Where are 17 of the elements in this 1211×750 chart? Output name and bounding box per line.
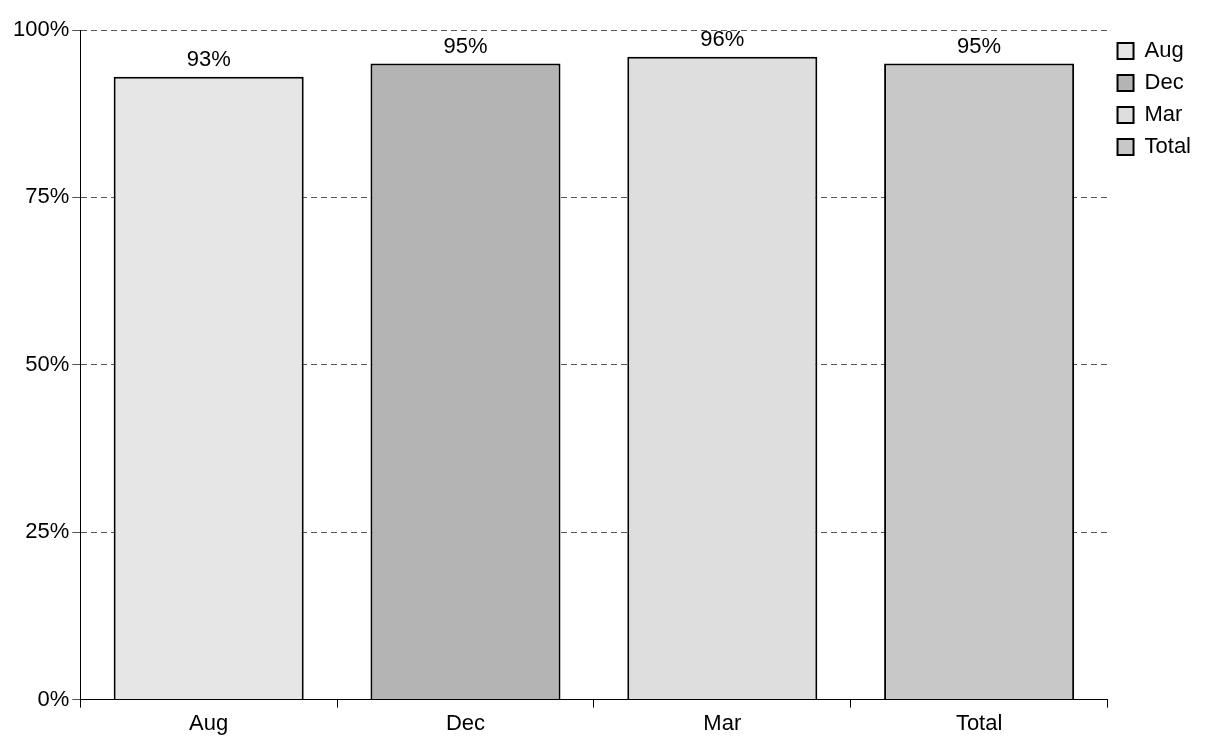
data-label: 95% [957, 32, 1002, 58]
data-label: 96% [700, 25, 745, 51]
y-tick-label: 0% [37, 685, 70, 711]
data-label: 95% [443, 32, 488, 58]
x-tick-label: Mar [703, 709, 742, 735]
y-tick-label: 75% [25, 183, 70, 209]
legend-label: Dec [1144, 69, 1184, 95]
legend-label: Total [1144, 133, 1192, 159]
legend-label: Mar [1144, 101, 1183, 127]
data-label: 93% [186, 45, 231, 71]
x-tick-label: Total [955, 709, 1003, 735]
y-tick-label: 25% [25, 518, 70, 544]
x-tick-label: Aug [189, 709, 229, 735]
legend-label: Aug [1144, 37, 1184, 63]
y-tick-label: 100% [12, 16, 70, 42]
y-tick-label: 50% [25, 350, 70, 376]
x-tick-label: Dec [445, 709, 486, 735]
